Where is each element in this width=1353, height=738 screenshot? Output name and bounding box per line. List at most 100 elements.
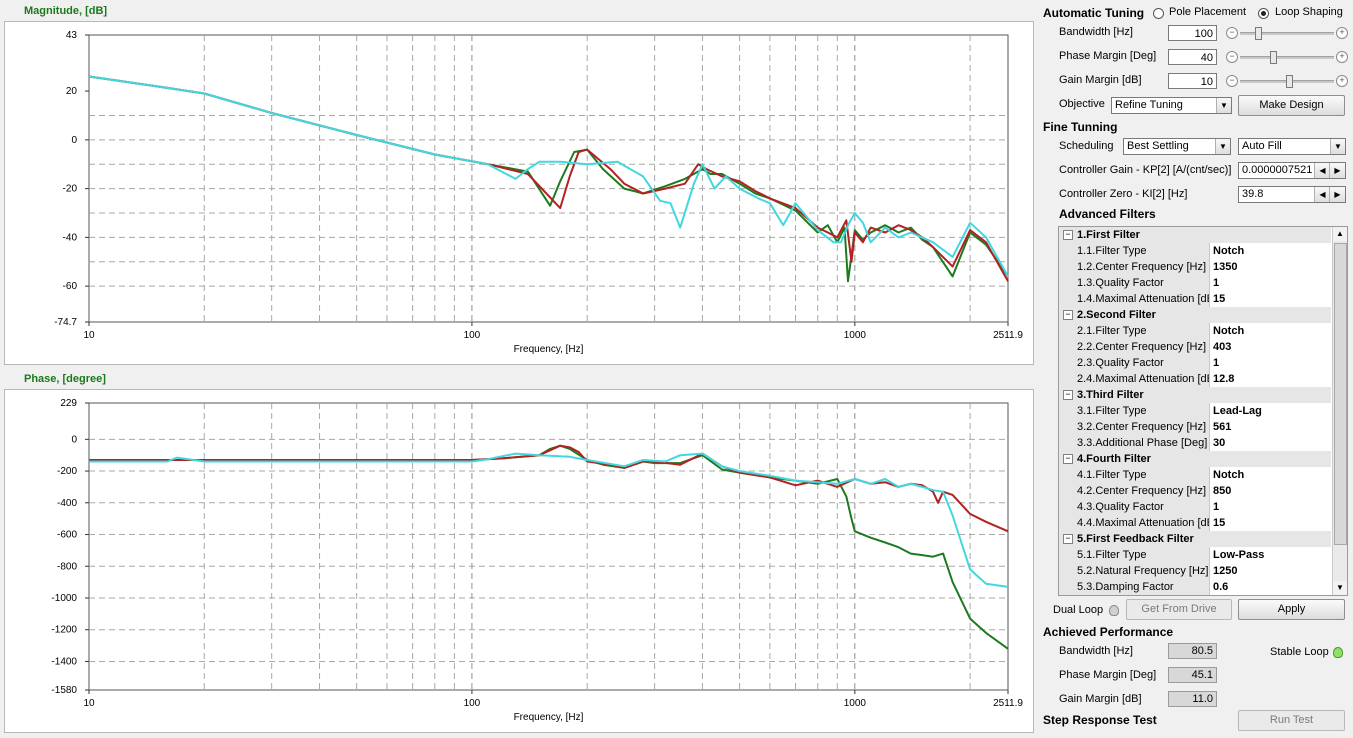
plus-icon[interactable]: + (1336, 75, 1348, 87)
filter-property-value[interactable]: 1250 (1209, 563, 1331, 579)
filter-property-value[interactable]: 30 (1209, 435, 1331, 451)
autofill-select[interactable]: Auto Fill ▼ (1238, 138, 1346, 155)
filter-property-row[interactable]: 3.3.Additional Phase [Deg] 30 (1059, 435, 1331, 451)
filters-scrollbar[interactable]: ▲ ▼ (1332, 227, 1347, 595)
filter-property-row[interactable]: 2.2.Center Frequency [Hz] 403 (1059, 339, 1331, 355)
minus-icon[interactable]: − (1226, 51, 1238, 63)
gain-margin-input[interactable]: 10 (1168, 73, 1217, 89)
filter-property-value[interactable]: 1 (1209, 355, 1331, 371)
scroll-up-icon[interactable]: ▲ (1333, 227, 1347, 241)
minus-icon[interactable]: − (1226, 75, 1238, 87)
filters-property-grid[interactable]: −1.First Filter 1.1.Filter Type Notch 1.2.C… (1058, 226, 1348, 596)
apply-button[interactable]: Apply (1238, 599, 1345, 620)
y-tick-label: -60 (63, 281, 78, 292)
radio-loop-shaping[interactable] (1258, 8, 1269, 19)
filter-property-value[interactable]: 403 (1209, 339, 1331, 355)
scroll-down-icon[interactable]: ▼ (1333, 581, 1347, 595)
y-tick-label: 20 (66, 86, 78, 97)
run-test-button[interactable]: Run Test (1238, 710, 1345, 731)
phase-margin-slider-thumb[interactable] (1270, 51, 1277, 64)
y-tick-label: -1400 (51, 656, 77, 667)
filter-category-label: 5.First Feedback Filter (1077, 533, 1194, 545)
radio-pole-placement[interactable] (1153, 8, 1164, 19)
make-design-button[interactable]: Make Design (1238, 95, 1345, 116)
gain-margin-slider[interactable]: − + (1226, 74, 1348, 88)
filter-property-value[interactable]: 1 (1209, 275, 1331, 291)
bandwidth-slider[interactable]: − + (1226, 26, 1348, 40)
filter-property-value[interactable]: 0.6 (1209, 579, 1331, 595)
y-tick-label: -1580 (51, 685, 77, 696)
filter-property-value[interactable]: 1350 (1209, 259, 1331, 275)
automatic-tuning-title: Automatic Tuning (1043, 6, 1145, 20)
dual-loop-indicator-icon (1109, 605, 1119, 616)
bandwidth-slider-thumb[interactable] (1255, 27, 1262, 40)
scheduling-select[interactable]: Best Settling ▼ (1123, 138, 1231, 155)
filter-property-row[interactable]: 1.1.Filter Type Notch (1059, 243, 1331, 259)
filter-property-name: 4.4.Maximal Attenuation [dE (1059, 515, 1209, 531)
filter-property-row[interactable]: 3.2.Center Frequency [Hz] 561 (1059, 419, 1331, 435)
arrow-right-icon[interactable]: ▶ (1329, 187, 1345, 202)
filter-property-value[interactable]: Notch (1209, 467, 1331, 483)
filter-property-value[interactable]: Notch (1209, 323, 1331, 339)
plus-icon[interactable]: + (1336, 27, 1348, 39)
filter-property-value[interactable]: 15 (1209, 291, 1331, 307)
arrow-right-icon[interactable]: ▶ (1329, 163, 1345, 178)
collapse-icon[interactable]: − (1063, 310, 1073, 320)
filter-property-row[interactable]: 4.4.Maximal Attenuation [dE 15 (1059, 515, 1331, 531)
objective-select[interactable]: Refine Tuning ▼ (1111, 97, 1232, 114)
filter-property-row[interactable]: 3.1.Filter Type Lead-Lag (1059, 403, 1331, 419)
filter-property-row[interactable]: 4.1.Filter Type Notch (1059, 467, 1331, 483)
filter-property-value[interactable]: Notch (1209, 243, 1331, 259)
ki-spinner[interactable]: 39.8 ◀ ▶ (1238, 186, 1346, 203)
filter-category-row[interactable]: −3.Third Filter (1059, 387, 1331, 403)
chevron-down-icon[interactable]: ▼ (1215, 139, 1230, 154)
filter-property-row[interactable]: 1.4.Maximal Attenuation [dE 15 (1059, 291, 1331, 307)
achieved-gain-margin-value: 11.0 (1168, 691, 1217, 707)
scrollbar-thumb[interactable] (1334, 243, 1347, 545)
collapse-icon[interactable]: − (1063, 534, 1073, 544)
filter-property-row[interactable]: 5.1.Filter Type Low-Pass (1059, 547, 1331, 563)
chevron-down-icon[interactable]: ▼ (1216, 98, 1231, 113)
filter-property-name: 5.1.Filter Type (1059, 547, 1209, 563)
collapse-icon[interactable]: − (1063, 390, 1073, 400)
filter-property-row[interactable]: 4.3.Quality Factor 1 (1059, 499, 1331, 515)
arrow-left-icon[interactable]: ◀ (1314, 187, 1330, 202)
magnitude-plot-panel: 43 20 0 -20 -40 -60 -74.7 10 100 1000 2511.9 Freque… (4, 21, 1034, 365)
filter-category-row[interactable]: −4.Fourth Filter (1059, 451, 1331, 467)
arrow-left-icon[interactable]: ◀ (1314, 163, 1330, 178)
achieved-phase-margin-value: 45.1 (1168, 667, 1217, 683)
minus-icon[interactable]: − (1226, 27, 1238, 39)
kp-spinner[interactable]: 0.0000007521 ◀ ▶ (1238, 162, 1346, 179)
filter-category-row[interactable]: −2.Second Filter (1059, 307, 1331, 323)
filter-property-value[interactable]: 561 (1209, 419, 1331, 435)
filter-property-name: 1.3.Quality Factor (1059, 275, 1209, 291)
collapse-icon[interactable]: − (1063, 230, 1073, 240)
filter-property-row[interactable]: 4.2.Center Frequency [Hz] 850 (1059, 483, 1331, 499)
filter-property-value[interactable]: 850 (1209, 483, 1331, 499)
chevron-down-icon[interactable]: ▼ (1330, 139, 1345, 154)
filter-property-value[interactable]: 12.8 (1209, 371, 1331, 387)
filter-property-row[interactable]: 2.4.Maximal Attenuation [dE 12.8 (1059, 371, 1331, 387)
objective-value: Refine Tuning (1115, 99, 1183, 111)
filter-category-label: 2.Second Filter (1077, 309, 1156, 321)
filter-property-row[interactable]: 5.3.Damping Factor 0.6 (1059, 579, 1331, 595)
phase-margin-slider[interactable]: − + (1226, 50, 1348, 64)
filter-property-value[interactable]: Low-Pass (1209, 547, 1331, 563)
filter-property-value[interactable]: Lead-Lag (1209, 403, 1331, 419)
plus-icon[interactable]: + (1336, 51, 1348, 63)
filter-property-row[interactable]: 1.2.Center Frequency [Hz] 1350 (1059, 259, 1331, 275)
get-from-drive-button[interactable]: Get From Drive (1126, 599, 1232, 620)
gain-margin-slider-thumb[interactable] (1286, 75, 1293, 88)
filter-category-row[interactable]: −1.First Filter (1059, 227, 1331, 243)
filter-category-row[interactable]: −5.First Feedback Filter (1059, 531, 1331, 547)
filter-property-value[interactable]: 1 (1209, 499, 1331, 515)
bandwidth-input[interactable]: 100 (1168, 25, 1217, 41)
filter-property-row[interactable]: 2.3.Quality Factor 1 (1059, 355, 1331, 371)
filter-property-row[interactable]: 1.3.Quality Factor 1 (1059, 275, 1331, 291)
y-tick-label: 229 (60, 398, 77, 409)
filter-property-row[interactable]: 2.1.Filter Type Notch (1059, 323, 1331, 339)
filter-property-row[interactable]: 5.2.Natural Frequency [Hz] 1250 (1059, 563, 1331, 579)
collapse-icon[interactable]: − (1063, 454, 1073, 464)
filter-property-value[interactable]: 15 (1209, 515, 1331, 531)
phase-margin-input[interactable]: 40 (1168, 49, 1217, 65)
